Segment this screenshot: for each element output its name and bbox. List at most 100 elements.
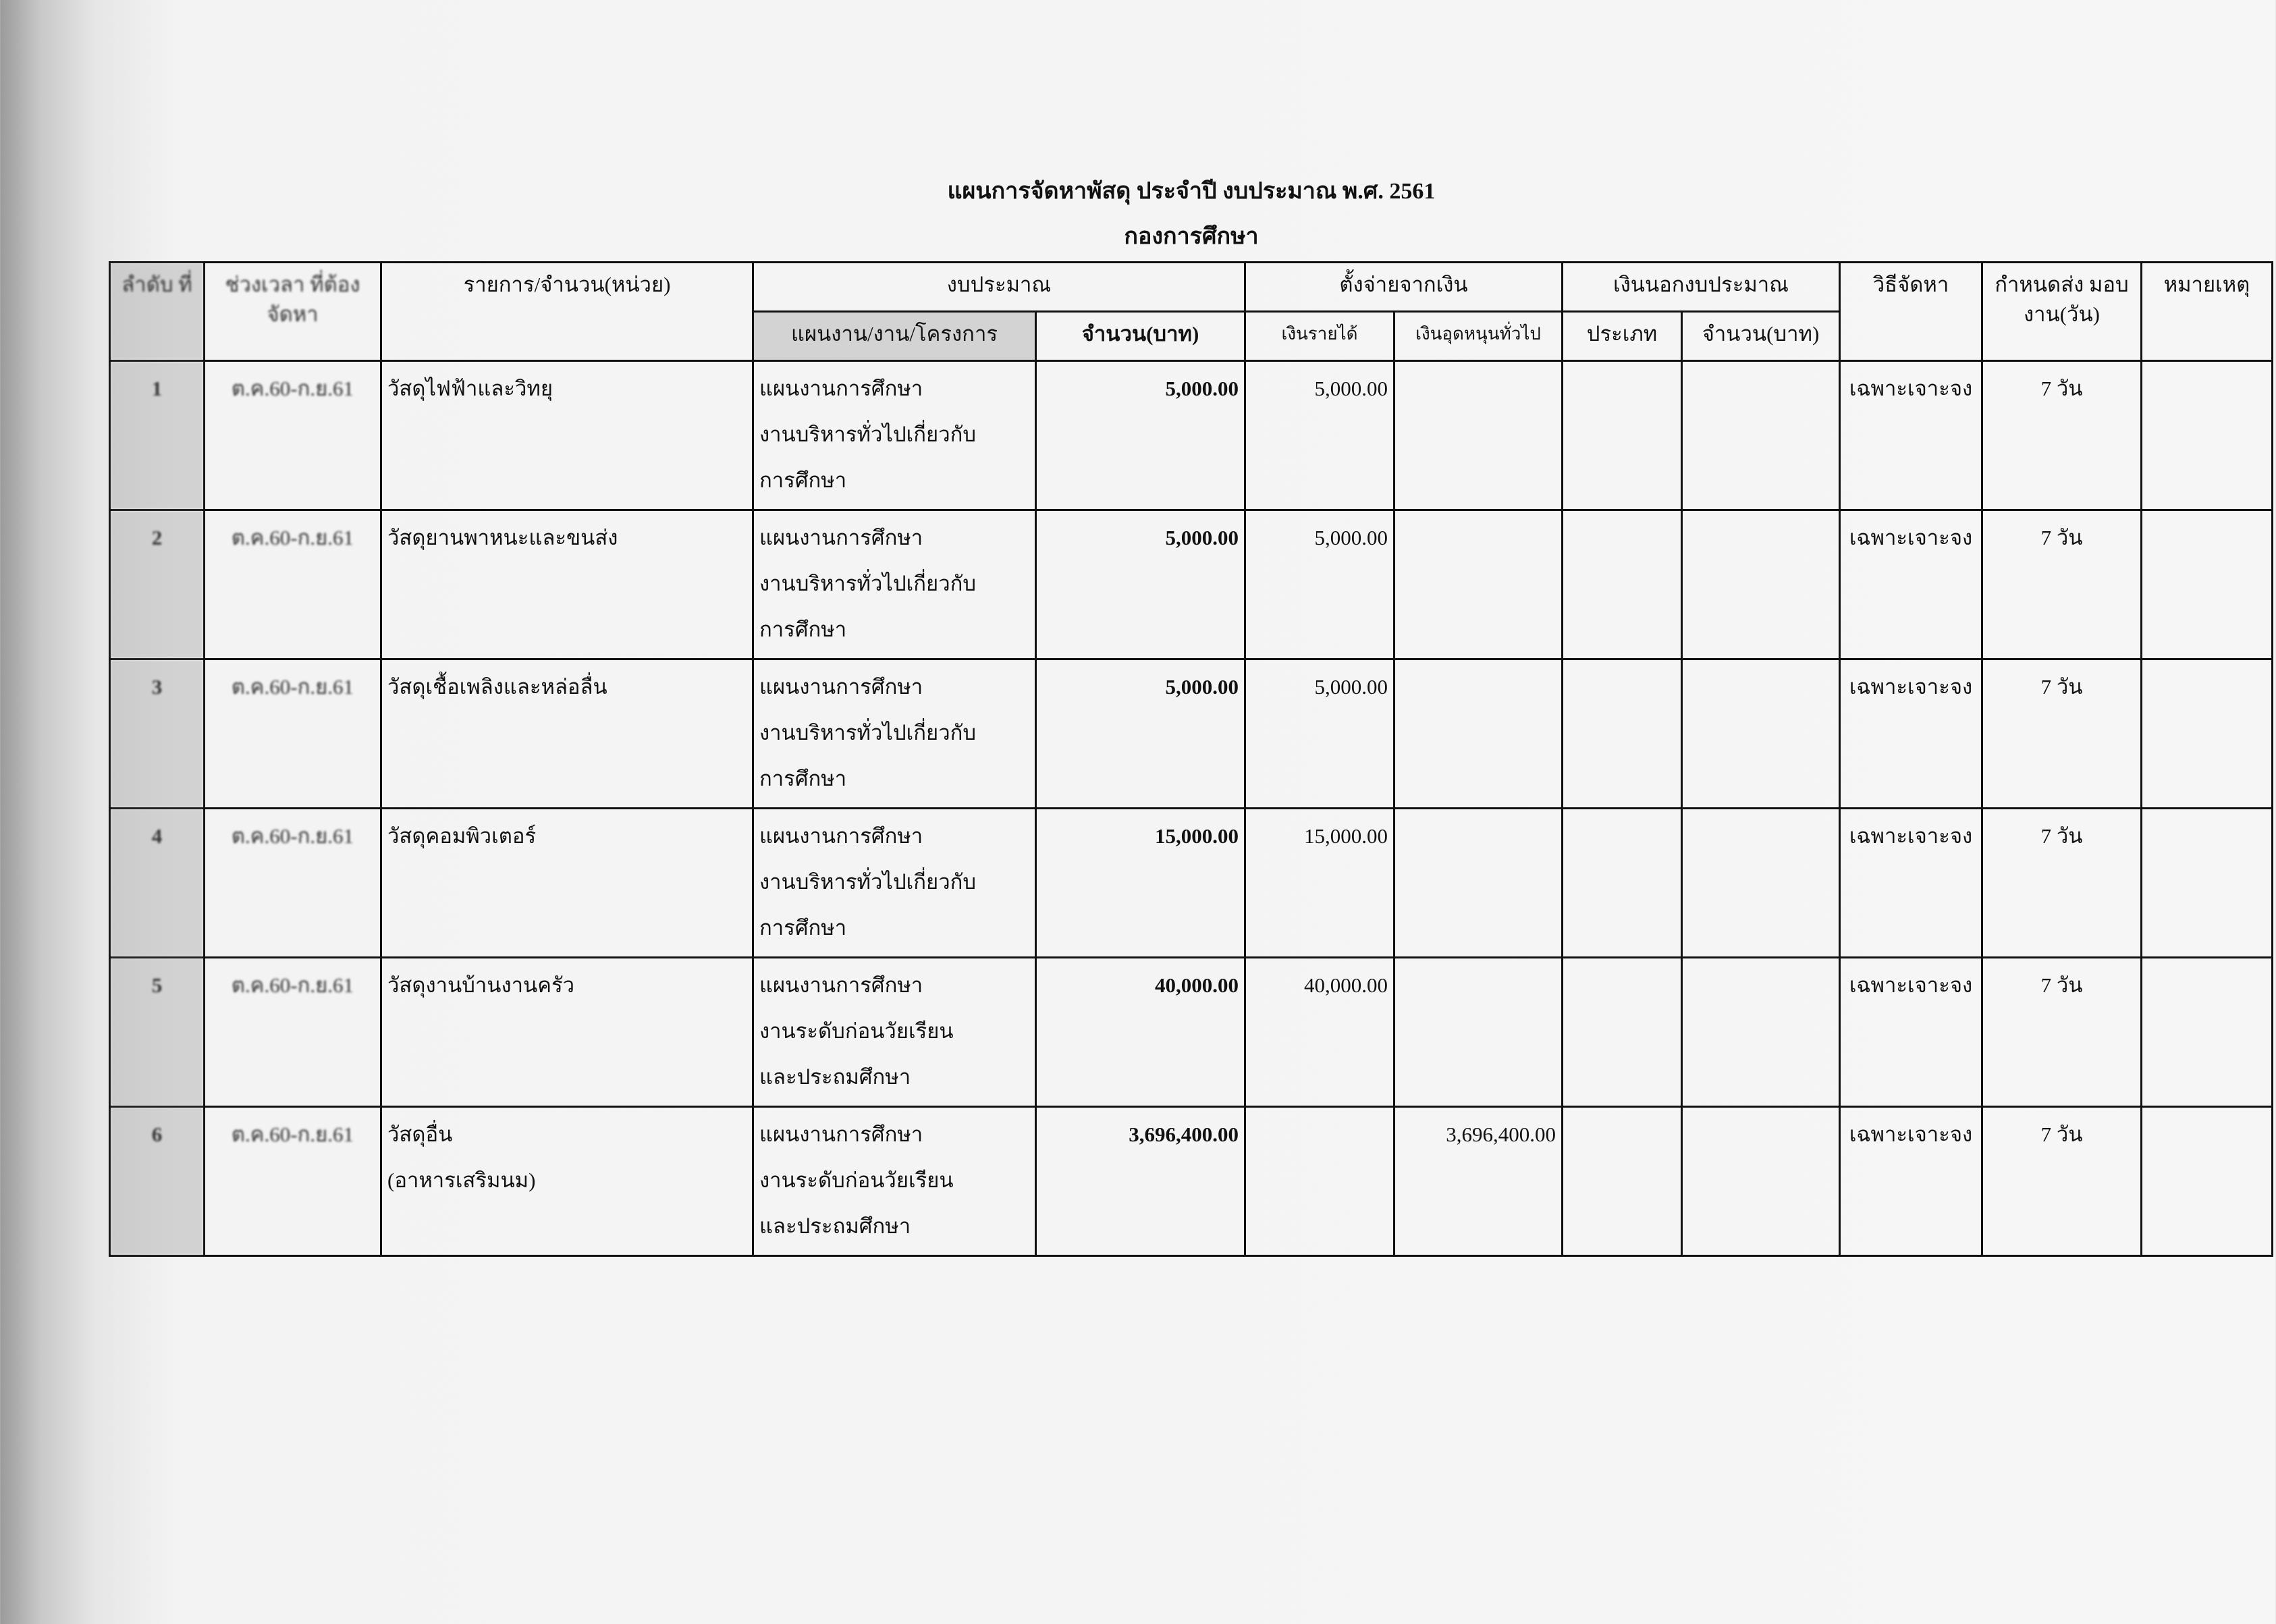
- row-delivery: 7 วัน: [1981, 509, 2142, 660]
- row-item: วัสดุไฟฟ้าและวิทยุ: [380, 360, 754, 511]
- item-name: วัสดุงานบ้านงานครัว: [387, 973, 575, 997]
- row-method: เฉพาะเจาะจง: [1839, 360, 1983, 511]
- row-period: ต.ค.60-ก.ย.61: [203, 509, 382, 660]
- item-name: วัสดุไฟฟ้าและวิทยุ: [387, 377, 553, 400]
- row-period: ต.ค.60-ก.ย.61: [203, 360, 382, 511]
- row-income: 40,000.00: [1244, 956, 1395, 1108]
- row-subsidy: [1393, 807, 1563, 958]
- item-detail: (อาหารเสริมนม): [387, 1168, 536, 1192]
- row-no: 5: [109, 956, 205, 1108]
- row-item: วัสดุยานพาหนะและขนส่ง: [380, 509, 754, 660]
- row-type: [1561, 956, 1683, 1108]
- row-no: 6: [109, 1106, 205, 1257]
- plan-line: งานบริหารทั่วไปเกี่ยวกับ: [759, 870, 977, 894]
- item-name: วัสดุเชื้อเพลิงและหล่อลื่น: [387, 675, 607, 699]
- header-plan: แผนงาน/งาน/โครงการ: [752, 310, 1037, 362]
- document-title: แผนการจัดหาพัสดุ ประจำปี งบประมาณ พ.ศ. 2…: [947, 179, 1436, 204]
- item-name: วัสดุยานพาหนะและขนส่ง: [387, 526, 618, 549]
- procurement-plan-table: ลำดับ ที่ ช่วงเวลา ที่ต้องจัดหา รายการ/จ…: [109, 261, 2273, 1257]
- header-offbudget: เงินนอกงบประมาณ: [1561, 261, 1841, 313]
- plan-line: งานระดับก่อนวัยเรียน: [759, 1168, 954, 1192]
- row-item: วัสดุคอมพิวเตอร์: [380, 807, 754, 958]
- row-off-amount: [1681, 360, 1841, 511]
- row-method: เฉพาะเจาะจง: [1839, 509, 1983, 660]
- row-remark: [2140, 658, 2273, 809]
- header-remark: หมายเหตุ: [2140, 261, 2273, 362]
- plan-line: การศึกษา: [759, 916, 847, 940]
- row-subsidy: [1393, 360, 1563, 511]
- row-period: ต.ค.60-ก.ย.61: [203, 807, 382, 958]
- row-delivery: 7 วัน: [1981, 956, 2142, 1108]
- row-plan: แผนงานการศึกษา งานบริหารทั่วไปเกี่ยวกับ กา…: [752, 658, 1037, 809]
- row-remark: [2140, 1106, 2273, 1257]
- table-row: 2 ต.ค.60-ก.ย.61 วัสดุยานพาหนะและขนส่ง แผ…: [109, 509, 2273, 660]
- document-subtitle: กองการศึกษา: [1124, 224, 1259, 249]
- header-type: ประเภท: [1561, 310, 1683, 362]
- row-method: เฉพาะเจาะจง: [1839, 956, 1983, 1108]
- row-plan: แผนงานการศึกษางานบริหารทั่วไปเกี่ยวกับกา…: [752, 807, 1037, 958]
- row-type: [1561, 360, 1683, 511]
- plan-line: งานบริหารทั่วไปเกี่ยวกับ: [759, 423, 977, 446]
- row-off-amount: [1681, 807, 1841, 958]
- row-item: วัสดุอื่น (อาหารเสริมนม): [380, 1106, 754, 1257]
- row-remark: [2140, 360, 2273, 511]
- table-row: 4 ต.ค.60-ก.ย.61 วัสดุคอมพิวเตอร์ แผนงานก…: [109, 807, 2273, 958]
- plan-line: แผนงานการศึกษา: [759, 973, 923, 997]
- plan-line: แผนงานการศึกษา: [759, 377, 923, 400]
- header-amount: จำนวน(บาท): [1035, 310, 1246, 362]
- row-plan: แผนงานการศึกษา งานบริหารทั่วไปเกี่ยวกับ กา…: [752, 360, 1037, 511]
- header-subsidy: เงินอุดหนุนทั่วไป: [1393, 310, 1563, 362]
- row-off-amount: [1681, 1106, 1841, 1257]
- plan-line: และประถมศึกษา: [759, 1065, 911, 1089]
- plan-line: แผนงานการศึกษา: [759, 526, 923, 549]
- row-subsidy: 3,696,400.00: [1393, 1106, 1563, 1257]
- row-income: 5,000.00: [1244, 360, 1395, 511]
- row-subsidy: [1393, 509, 1563, 660]
- plan-line: การศึกษา: [759, 618, 847, 641]
- table-row: 1 ต.ค.60-ก.ย.61 วัสดุไฟฟ้าและวิทยุ แผนงา…: [109, 360, 2273, 511]
- row-delivery: 7 วัน: [1981, 658, 2142, 809]
- row-item: วัสดุเชื้อเพลิงและหล่อลื่น: [380, 658, 754, 809]
- table-row: 3 ต.ค.60-ก.ย.61 วัสดุเชื้อเพลิงและหล่อลื…: [109, 658, 2273, 809]
- row-income: 5,000.00: [1244, 509, 1395, 660]
- header-item: รายการ/จำนวน(หน่วย): [380, 261, 754, 362]
- table-row: 5 ต.ค.60-ก.ย.61 วัสดุงานบ้านงานครัว แผนง…: [109, 956, 2273, 1108]
- row-type: [1561, 807, 1683, 958]
- row-subsidy: [1393, 956, 1563, 1108]
- row-period: ต.ค.60-ก.ย.61: [203, 658, 382, 809]
- row-off-amount: [1681, 658, 1841, 809]
- row-income: [1244, 1106, 1395, 1257]
- plan-line: และประถมศึกษา: [759, 1214, 911, 1238]
- row-off-amount: [1681, 509, 1841, 660]
- header-income: เงินรายได้: [1244, 310, 1395, 362]
- row-plan: แผนงานการศึกษา งานบริหารทั่วไปเกี่ยวกับ กา…: [752, 509, 1037, 660]
- row-delivery: 7 วัน: [1981, 1106, 2142, 1257]
- header-no: ลำดับ ที่: [109, 261, 205, 362]
- row-income: 5,000.00: [1244, 658, 1395, 809]
- row-period: ต.ค.60-ก.ย.61: [203, 1106, 382, 1257]
- header-delivery: กำหนดส่ง มอบงาน(วัน): [1981, 261, 2142, 362]
- row-plan: แผนงานการศึกษา งานระดับก่อนวัยเรียน และประ…: [752, 1106, 1037, 1257]
- header-method: วิธีจัดหา: [1839, 261, 1983, 362]
- row-off-amount: [1681, 956, 1841, 1108]
- row-method: เฉพาะเจาะจง: [1839, 807, 1983, 958]
- row-type: [1561, 1106, 1683, 1257]
- row-no: 3: [109, 658, 205, 809]
- item-name: วัสดุอื่น: [387, 1122, 453, 1146]
- row-remark: [2140, 509, 2273, 660]
- row-plan: แผนงานการศึกษา งานระดับก่อนวัยเรียน และประ…: [752, 956, 1037, 1108]
- row-type: [1561, 658, 1683, 809]
- plan-line: แผนงานการศึกษา: [759, 824, 923, 848]
- row-no: 4: [109, 807, 205, 958]
- row-income: 15,000.00: [1244, 807, 1395, 958]
- plan-line: แผนงานการศึกษา: [759, 675, 923, 699]
- row-amount: 5,000.00: [1035, 658, 1246, 809]
- row-delivery: 7 วัน: [1981, 807, 2142, 958]
- item-name: วัสดุคอมพิวเตอร์: [387, 824, 537, 848]
- row-period: ต.ค.60-ก.ย.61: [203, 956, 382, 1108]
- header-budget: งบประมาณ: [752, 261, 1246, 313]
- row-type: [1561, 509, 1683, 660]
- header-off-amount: จำนวน(บาท): [1681, 310, 1841, 362]
- row-method: เฉพาะเจาะจง: [1839, 658, 1983, 809]
- table-row: 6 ต.ค.60-ก.ย.61 วัสดุอื่น (อาหารเสริมนม) …: [109, 1106, 2273, 1257]
